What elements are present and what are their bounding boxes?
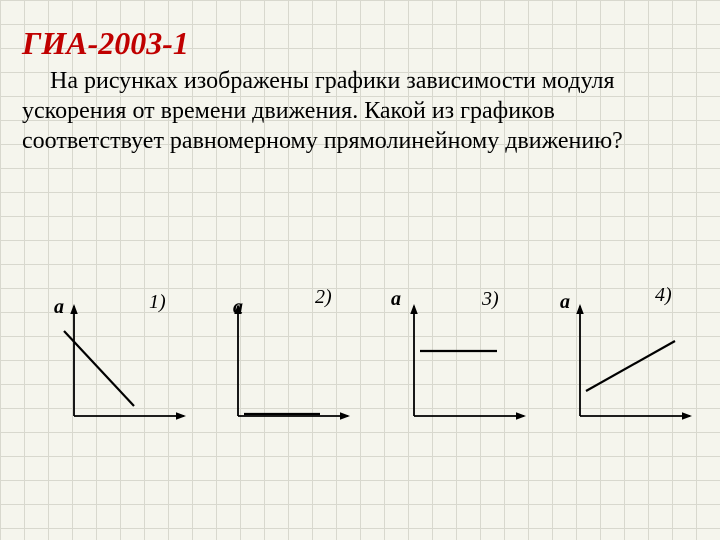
- charts-container: a1)a2)a3)a4): [0, 276, 720, 476]
- chart-4: a4): [550, 276, 720, 456]
- plot-line: [586, 341, 675, 391]
- chart-2: a2): [208, 276, 388, 456]
- chart-svg: [44, 296, 194, 436]
- chart-svg: [384, 296, 534, 436]
- chart-svg: [208, 296, 358, 436]
- chart-svg: [550, 296, 700, 436]
- exam-title: ГИА-2003-1: [0, 0, 720, 62]
- chart-3: a3): [384, 276, 564, 456]
- chart-1: a1): [44, 276, 224, 456]
- problem-text: На рисунках изображены графики зависимос…: [0, 62, 720, 156]
